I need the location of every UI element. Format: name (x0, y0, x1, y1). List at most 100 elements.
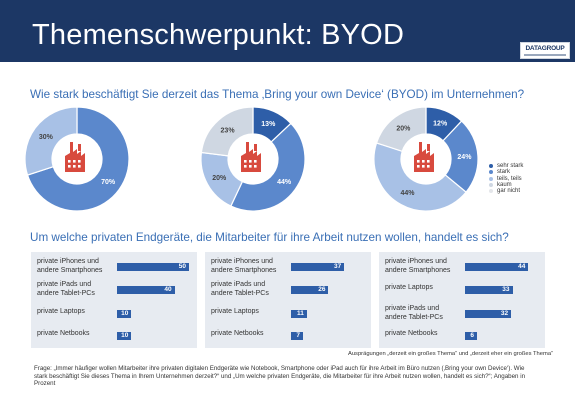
label-line: private iPads und (211, 281, 266, 288)
factory-window (244, 165, 247, 168)
bar-value-label: 33 (502, 286, 510, 293)
footnote: Frage: „Immer häufiger wollen Mitarbeite… (34, 365, 526, 388)
factory-window (422, 165, 425, 168)
bar-value-label: 44 (518, 263, 526, 270)
factory-window (422, 160, 425, 163)
label-line: private Laptops (385, 284, 433, 291)
label-line: andere Tablet-PCs (385, 313, 443, 321)
bar-panel-2: private iPhones und andere Smartphones 37 p… (205, 252, 371, 348)
legend-label: kaum (497, 182, 512, 189)
bar: 10 (117, 332, 132, 340)
bar: 50 (117, 263, 189, 271)
bar: 33 (465, 286, 513, 294)
bar-category-label: private iPads und andere Tablet-PCs (211, 281, 269, 298)
donut-slice (26, 106, 130, 212)
bar: 40 (117, 286, 175, 294)
factory-window (249, 165, 252, 168)
bar-category-label: private Netbooks (37, 330, 90, 339)
bar-category-label: private iPhones und andere Smartphones (385, 258, 450, 275)
bar-value-label: 7 (296, 332, 300, 339)
bar-category-label: private iPads und andere Tablet-PCs (37, 281, 95, 298)
slice-label: 13% (261, 121, 276, 128)
page-title: Themenschwerpunkt: BYOD (32, 19, 405, 51)
legend-item: teils, teils (489, 176, 523, 182)
legend-label: teils, teils (497, 175, 522, 182)
factory-window (244, 160, 247, 163)
logo-underline (524, 54, 566, 56)
slice-label: 20% (396, 125, 411, 132)
legend-swatch (489, 164, 493, 169)
bar-value-label: 10 (121, 310, 129, 317)
factory-window (73, 165, 76, 168)
legend-label: sehr stark (497, 163, 524, 170)
label-line: private iPhones und (211, 258, 273, 265)
factory-window (73, 160, 76, 163)
slice-label: 20% (212, 175, 227, 182)
factory-window (417, 165, 420, 168)
slice-label: 23% (221, 128, 236, 135)
bar: 10 (117, 310, 132, 318)
label-line: andere Smartphones (37, 266, 103, 274)
bar: 37 (291, 263, 345, 271)
donut-chart-3: 12% 24% 44% 20% (373, 106, 479, 212)
slice-label: 44% (400, 190, 415, 197)
bar-panel-1: private iPhones und andere Smartphones 50 p… (31, 252, 197, 348)
donut-slice (373, 142, 467, 212)
factory-window (254, 160, 257, 163)
bar-category-label: private Laptops (211, 308, 259, 317)
label-line: private iPads und (385, 305, 440, 312)
bar: 44 (465, 263, 529, 271)
factory-window (427, 165, 430, 168)
bar-value-label: 10 (121, 332, 129, 339)
factory-window (417, 160, 420, 163)
slice-label: 24% (457, 154, 472, 161)
label-line: andere Smartphones (385, 266, 451, 274)
slice-label: 44% (277, 179, 292, 186)
donut-chart-1: 70% 30% (24, 106, 130, 212)
bar-value-label: 26 (318, 286, 326, 293)
label-line: private Netbooks (211, 330, 264, 337)
bar-category-label: private iPads und andere Tablet-PCs (385, 305, 443, 322)
bar-value-label: 50 (178, 263, 186, 270)
bar: 26 (291, 286, 329, 294)
legend-swatch (489, 170, 493, 175)
question-1: Wie stark beschäftigt Sie derzeit das Th… (30, 88, 525, 101)
legend-label: stark (497, 169, 511, 176)
bar-category-label: private iPhones und andere Smartphones (37, 258, 102, 275)
bar-value-label: 6 (470, 332, 474, 339)
label-line: private Netbooks (37, 330, 90, 337)
label-line: andere Smartphones (211, 266, 277, 274)
bar: 7 (291, 332, 303, 340)
company-logo: DATAGROUP (520, 42, 570, 59)
label-line: private iPhones und (385, 258, 447, 265)
factory-window (68, 165, 71, 168)
legend-item: kaum (489, 182, 523, 188)
legend-swatch (489, 183, 493, 188)
factory-window (68, 160, 71, 163)
label-line: private iPhones und (37, 258, 99, 265)
bar-value-label: 37 (334, 263, 342, 270)
bar-category-label: private iPhones und andere Smartphones (211, 258, 276, 275)
legend-item: sehr stark (489, 163, 523, 169)
label-line: private iPads und (37, 281, 92, 288)
factory-window (78, 165, 81, 168)
bar-category-label: private Netbooks (385, 330, 438, 339)
factory-window (78, 160, 81, 163)
factory-window (427, 160, 430, 163)
bar-category-label: private Laptops (385, 284, 433, 293)
bar-category-label: private Laptops (37, 308, 85, 317)
slice-label: 30% (39, 134, 54, 141)
bar-panel-3: private iPhones und andere Smartphones 44 p… (379, 252, 545, 348)
bar: 6 (465, 332, 477, 340)
factory-window (249, 160, 252, 163)
label-line: andere Tablet-PCs (37, 289, 95, 297)
slice-label: 12% (433, 121, 448, 128)
bar-value-label: 11 (296, 310, 304, 317)
bar: 11 (291, 310, 307, 318)
factory-window (254, 165, 257, 168)
label-line: private Netbooks (385, 330, 438, 337)
slice-label: 70% (101, 179, 116, 186)
legend-swatch (489, 189, 493, 194)
donut-slice (200, 106, 254, 157)
label-line: andere Tablet-PCs (211, 289, 269, 297)
